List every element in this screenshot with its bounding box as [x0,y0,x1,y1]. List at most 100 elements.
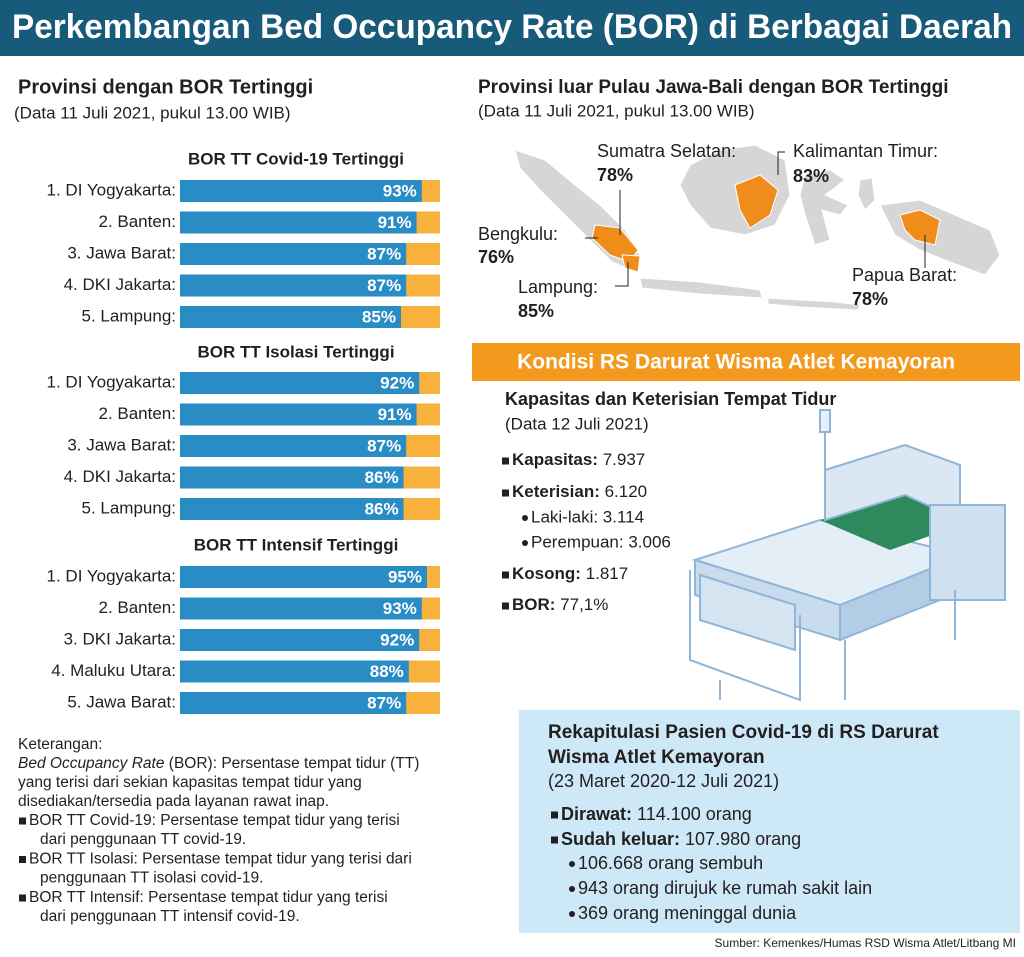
bullet [522,540,528,546]
category-label: 4. DKI Jakarta: [64,275,176,294]
chart-title: BOR TT Isolasi Tertinggi [197,342,394,361]
rekap-box [519,710,1020,933]
rekap-title: Wisma Atlet Kemayoran [548,747,765,768]
list-subitem: 943 orang dirujuk ke rumah sakit lain [578,878,872,898]
value-label: 95% [388,567,422,586]
item-label: Kosong: [512,564,581,583]
item-value: 7.937 [598,450,645,469]
map-label: Sumatra Selatan: [597,141,736,161]
bar [180,274,407,297]
header-band [0,0,1024,56]
island-nusa [767,297,861,311]
map-label: Bengkulu: [478,224,558,244]
list-subitem: 106.668 orang sembuh [578,853,763,873]
bullet [502,457,509,465]
island-sulawesi [799,169,849,246]
legend-text: (BOR): Persentase tempat tidur (TT) [164,755,419,772]
category-label: 5. Lampung: [81,498,176,517]
section-subtitle: (Data 11 Juli 2021, pukul 13.00 WIB) [478,101,755,120]
rekap-title: Rekapitulasi Pasien Covid-19 di RS Darur… [548,722,939,743]
source: Sumber: Kemenkes/Humas RSD Wisma Atlet/L… [715,936,1016,950]
category-label: 3. DKI Jakarta: [64,629,176,648]
legend-line: yang terisi dari sekian kapasitas tempat… [18,774,362,791]
item-value: 107.980 orang [680,829,801,849]
item-value: 1.817 [581,564,628,583]
list-subitem: Laki-laki: 3.114 [531,507,644,526]
bullet [502,571,509,579]
category-label: 3. Jawa Barat: [67,435,176,454]
map-value: 83% [793,166,829,186]
value-label: 92% [380,630,414,649]
item-label: Sudah keluar: [561,829,680,849]
value-label: 88% [370,662,404,681]
bar [180,435,407,457]
bar [180,306,401,328]
legend-line: dari penggunaan TT intensif covid-19. [40,908,300,925]
bullet [19,817,26,825]
value-label: 86% [365,468,399,487]
bar [180,498,404,520]
value-label: 87% [367,276,401,295]
island-maluku [857,177,876,211]
list-item: Dirawat: 114.100 orang [561,804,752,824]
value-label: 86% [365,499,399,518]
list-item: Kosong: 1.817 [512,564,628,583]
province-highlight [899,209,941,246]
value-label: 92% [380,373,414,392]
category-label: 2. Banten: [98,404,176,423]
legend-line: dari penggunaan TT covid-19. [40,831,246,848]
bullet [19,856,26,863]
list-subitem: 369 orang meninggal dunia [578,903,797,923]
bullet [502,602,509,610]
chart-title: BOR TT Intensif Tertinggi [194,535,399,554]
legend-line: penggunaan TT isolasi covid-19. [40,870,263,887]
map-label: Lampung: [518,277,598,297]
legend-line: disediakan/tersedia pada layanan rawat i… [18,793,329,810]
bar [180,403,417,426]
category-label: 2. Banten: [98,212,176,231]
category-label: 4. DKI Jakarta: [64,467,176,486]
bar [180,597,422,620]
banner [472,343,1020,381]
value-label: 93% [383,181,417,200]
bar [180,243,407,265]
bar [180,372,420,394]
value-label: 93% [383,599,417,618]
map-value: 78% [852,289,888,309]
bar [180,566,427,588]
item-label: Kapasitas: [512,450,598,469]
section-title: Kapasitas dan Keterisian Tempat Tidur [505,389,836,409]
value-label: 87% [367,436,401,455]
side-rail [689,570,801,702]
category-label: 1. DI Yogyakarta: [47,566,176,585]
leader-line [615,262,629,287]
value-label: 85% [362,307,396,326]
section-title: Provinsi dengan BOR Tertinggi [18,76,313,98]
chart-title: BOR TT Covid-19 Tertinggi [188,149,404,168]
bullet [569,886,575,892]
legend-line: Bed Occupancy Rate (BOR): Persentase tem… [18,755,419,772]
province-highlight [621,254,641,273]
bullet [569,911,575,917]
map-label: Papua Barat: [852,265,957,285]
bar [180,629,420,651]
map-value: 85% [518,301,554,321]
item-label: Dirawat: [561,804,632,824]
rail-panel [699,573,796,652]
bar [180,660,409,683]
category-label: 1. DI Yogyakarta: [47,372,176,391]
leader-line [777,151,785,175]
legend-line: BOR TT Isolasi: Persentase tempat tidur … [29,851,412,868]
item-label: Keterisian: [512,482,600,501]
bar [180,466,404,489]
map-highlight [591,174,941,273]
category-label: 5. Jawa Barat: [67,692,176,711]
value-label: 87% [367,693,401,712]
bar [180,692,407,714]
item-label: BOR: [512,595,555,614]
bar [180,180,422,202]
list-item: BOR: 77,1% [512,595,608,614]
banner-title: Kondisi RS Darurat Wisma Atlet Kemayoran [517,351,955,374]
